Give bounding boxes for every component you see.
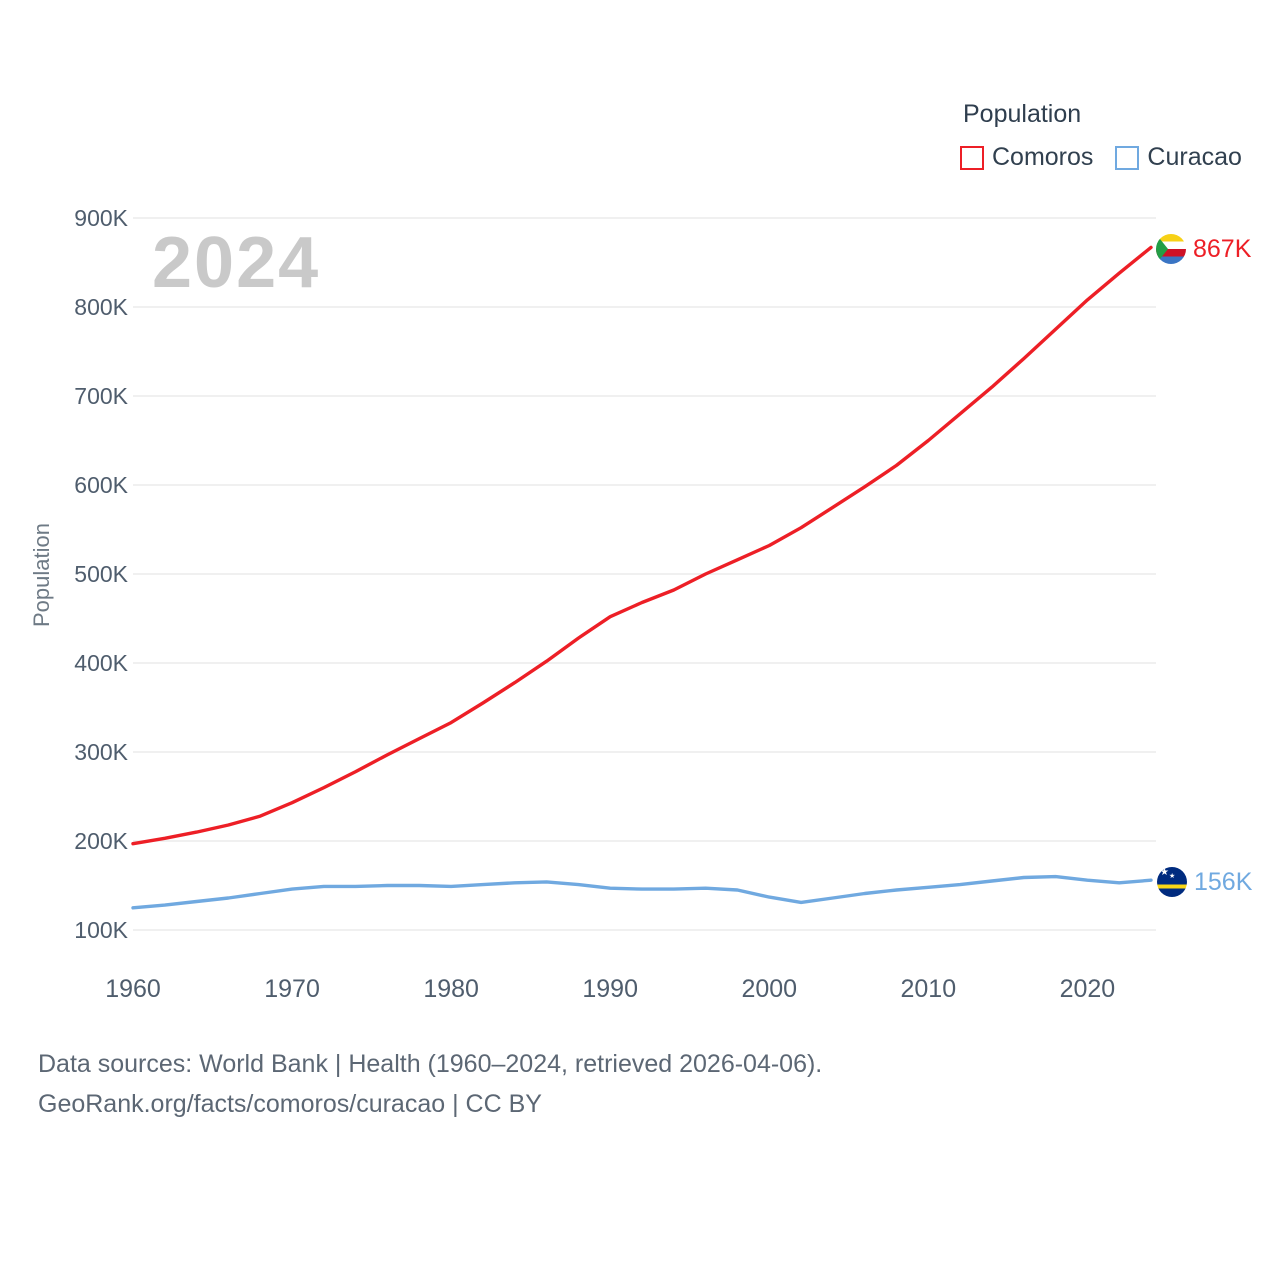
curacao-end-value: 156K [1194, 867, 1253, 896]
x-tick-label: 2010 [900, 975, 957, 1003]
x-tick-label: 1980 [423, 975, 479, 1003]
footer-data-sources: Data sources: World Bank | Health (1960–… [38, 1050, 823, 1078]
curacao-flag-icon [1157, 867, 1187, 897]
y-tick-label: 800K [74, 294, 128, 320]
comoros-end-label: 867K [1156, 234, 1251, 264]
series-line-comoros [131, 245, 1153, 846]
y-tick-label: 600K [74, 472, 128, 498]
y-tick-label: 700K [74, 383, 128, 409]
legend-label-comoros: Comoros [992, 143, 1094, 171]
y-tick-label: 900K [74, 205, 128, 231]
y-tick-label: 100K [74, 917, 128, 943]
legend: Comoros Curacao [960, 143, 1242, 172]
x-tick-label: 1960 [105, 975, 161, 1003]
legend-item-curacao[interactable]: Curacao [1115, 143, 1242, 172]
comoros-flag-icon [1156, 234, 1186, 264]
legend-label-curacao: Curacao [1147, 143, 1242, 171]
y-tick-label: 500K [74, 561, 128, 587]
x-tick-label: 1990 [582, 975, 638, 1003]
footer: Data sources: World Bank | Health (1960–… [38, 1044, 822, 1124]
legend-title: Population [963, 100, 1082, 128]
x-tick-label: 2000 [741, 975, 798, 1003]
footer-attribution: GeoRank.org/facts/comoros/curacao | CC B… [38, 1090, 542, 1118]
y-tick-label: 200K [74, 828, 128, 854]
y-tick-label: 400K [74, 650, 128, 676]
curacao-end-label: 156K [1157, 867, 1252, 897]
x-tick-label: 2020 [1059, 975, 1116, 1003]
comoros-legend-swatch [960, 145, 984, 170]
comoros-end-value: 867K [1193, 234, 1252, 263]
series-line-curacao [131, 874, 1153, 910]
year-watermark: 2024 [152, 223, 321, 303]
x-tick-label: 1970 [264, 975, 320, 1003]
curacao-legend-swatch [1115, 145, 1140, 170]
y-tick-label: 300K [74, 739, 128, 765]
legend-item-comoros[interactable]: Comoros [960, 143, 1093, 172]
